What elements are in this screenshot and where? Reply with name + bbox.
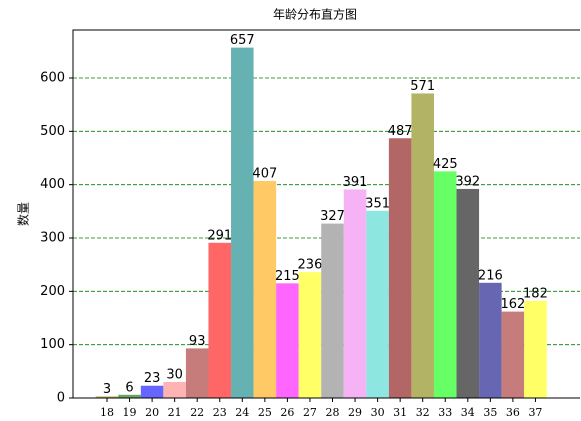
x-tick-label: 28 xyxy=(326,406,340,419)
x-tick-label: 34 xyxy=(461,406,475,419)
chart-title: 年龄分布直方图 xyxy=(273,7,357,22)
value-label: 93 xyxy=(189,334,206,349)
value-label: 182 xyxy=(523,286,548,301)
bar xyxy=(411,93,434,398)
y-tick-label: 200 xyxy=(40,284,65,299)
bar xyxy=(185,348,209,398)
value-label: 30 xyxy=(166,368,183,383)
value-label: 23 xyxy=(144,371,161,386)
y-tick-label: 0 xyxy=(57,391,65,406)
value-label: 392 xyxy=(455,174,480,189)
value-label: 327 xyxy=(320,209,345,224)
value-label: 291 xyxy=(207,228,232,243)
x-tick-label: 29 xyxy=(348,406,362,419)
bar xyxy=(231,47,254,398)
bar xyxy=(343,189,367,398)
y-axis-label: 数量 xyxy=(16,202,31,226)
bar xyxy=(253,180,277,398)
value-label: 657 xyxy=(230,33,255,48)
x-tick-label: 18 xyxy=(100,406,114,419)
x-tick-label: 21 xyxy=(168,406,182,419)
x-tick-label: 37 xyxy=(528,406,542,419)
bar xyxy=(118,394,141,398)
value-label: 216 xyxy=(478,268,503,283)
x-tick-label: 23 xyxy=(213,406,227,419)
axes-frame xyxy=(72,29,580,399)
value-label: 6 xyxy=(125,380,133,395)
x-tick-label: 30 xyxy=(371,406,385,419)
bar xyxy=(298,272,322,398)
bar xyxy=(479,282,502,398)
value-label: 215 xyxy=(275,269,300,284)
bar xyxy=(501,311,525,398)
bar xyxy=(276,283,299,398)
bar xyxy=(140,385,164,398)
x-tick-label: 31 xyxy=(393,406,407,419)
y-tick-label: 100 xyxy=(40,337,65,352)
bar xyxy=(163,382,186,398)
value-label: 391 xyxy=(343,175,368,190)
bar xyxy=(524,300,547,398)
x-tick-label: 22 xyxy=(190,406,204,419)
bar xyxy=(95,396,119,398)
x-tick-label: 33 xyxy=(438,406,452,419)
value-label: 162 xyxy=(500,297,525,312)
y-tick-label: 300 xyxy=(40,231,65,246)
x-tick-label: 20 xyxy=(145,406,159,419)
value-label: 487 xyxy=(388,124,413,139)
bar xyxy=(366,210,389,398)
x-tick-label: 24 xyxy=(235,406,249,419)
bar xyxy=(321,223,344,398)
y-tick-label: 400 xyxy=(40,177,65,192)
value-label: 407 xyxy=(252,166,277,181)
bar xyxy=(456,188,480,398)
bar xyxy=(433,171,457,398)
value-label: 571 xyxy=(410,79,435,94)
x-tick-label: 35 xyxy=(483,406,497,419)
value-label: 3 xyxy=(103,382,111,397)
x-tick-label: 26 xyxy=(280,406,294,419)
y-tick-label: 500 xyxy=(40,124,65,139)
x-tick-label: 25 xyxy=(258,406,272,419)
value-label: 425 xyxy=(433,157,458,172)
x-tick-label: 19 xyxy=(123,406,137,419)
y-tick-label: 600 xyxy=(40,71,65,86)
value-label: 351 xyxy=(365,196,390,211)
bar xyxy=(388,138,412,398)
x-tick-label: 27 xyxy=(303,406,317,419)
bar xyxy=(208,242,232,398)
x-tick-label: 36 xyxy=(506,406,520,419)
value-label: 236 xyxy=(298,258,323,273)
x-tick-label: 32 xyxy=(416,406,430,419)
